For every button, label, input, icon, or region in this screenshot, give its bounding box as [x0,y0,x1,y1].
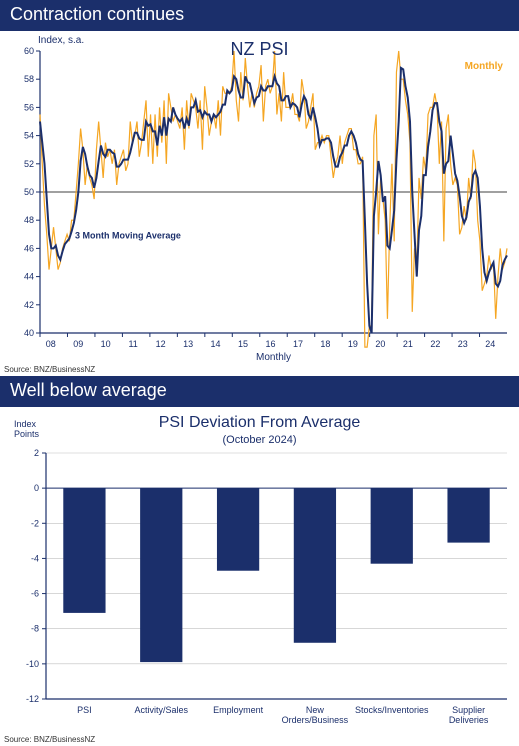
panel1-title: Contraction continues [0,0,519,31]
chart2-container: -12 -10 -8 -6 -4 -2 0 2 PSI Activity/Sales Employm… [0,407,519,733]
svg-text:-6: -6 [31,589,39,599]
line-chart-nz-psi: 40 42 44 46 48 50 52 54 56 58 60 08 09 10 11 12 13 14 15 16… [0,31,519,363]
svg-text:Monthly: Monthly [256,352,291,363]
svg-text:Supplier: Supplier [452,705,485,715]
svg-text:Employment: Employment [213,705,264,715]
svg-text:New: New [306,705,325,715]
svg-text:50: 50 [24,187,34,197]
svg-text:21: 21 [403,339,413,349]
svg-text:23: 23 [458,339,468,349]
svg-text:48: 48 [24,215,34,225]
svg-text:22: 22 [430,339,440,349]
svg-text:20: 20 [375,339,385,349]
svg-text:08: 08 [46,339,56,349]
svg-text:19: 19 [348,339,358,349]
svg-text:58: 58 [24,74,34,84]
svg-text:10: 10 [101,339,111,349]
svg-text:0: 0 [34,483,39,493]
svg-text:42: 42 [24,300,34,310]
svg-text:56: 56 [24,102,34,112]
svg-text:(October 2024): (October 2024) [223,434,297,446]
svg-text:Index: Index [14,419,37,429]
svg-text:-10: -10 [26,659,39,669]
svg-text:09: 09 [73,339,83,349]
svg-text:Index, s.a.: Index, s.a. [38,35,84,46]
svg-text:Orders/Business: Orders/Business [282,715,349,725]
svg-text:-12: -12 [26,694,39,704]
svg-text:Activity/Sales: Activity/Sales [134,705,188,715]
svg-text:17: 17 [293,339,303,349]
svg-text:60: 60 [24,46,34,56]
svg-text:44: 44 [24,272,34,282]
svg-text:Monthly: Monthly [465,61,504,72]
svg-text:46: 46 [24,243,34,253]
svg-text:11: 11 [128,339,137,349]
chart2-source: Source: BNZ/BusinessNZ [0,733,519,746]
svg-text:PSI Deviation From Average: PSI Deviation From Average [159,414,361,431]
svg-text:PSI: PSI [77,705,92,715]
svg-text:13: 13 [183,339,193,349]
svg-text:24: 24 [485,339,495,349]
svg-text:52: 52 [24,159,34,169]
svg-text:Deliveries: Deliveries [449,715,489,725]
panel2-title: Well below average [0,376,519,407]
svg-text:-8: -8 [31,624,39,634]
svg-text:NZ PSI: NZ PSI [230,39,288,59]
svg-text:Stocks/Inventories: Stocks/Inventories [355,705,429,715]
svg-text:40: 40 [24,328,34,338]
svg-text:2: 2 [34,448,39,458]
svg-text:54: 54 [24,131,34,141]
svg-text:3 Month Moving Average: 3 Month Moving Average [75,230,181,240]
svg-text:-4: -4 [31,553,39,563]
chart1-source: Source: BNZ/BusinessNZ [0,363,519,376]
svg-text:Points: Points [14,429,40,439]
svg-text:18: 18 [320,339,330,349]
svg-text:12: 12 [156,339,166,349]
chart1-container: 40 42 44 46 48 50 52 54 56 58 60 08 09 10 11 12 13 14 15 16… [0,31,519,363]
svg-text:15: 15 [238,339,248,349]
svg-text:-2: -2 [31,518,39,528]
bar-chart-psi-deviation: -12 -10 -8 -6 -4 -2 0 2 PSI Activity/Sales Employm… [0,407,519,733]
svg-text:16: 16 [265,339,275,349]
svg-text:14: 14 [211,339,221,349]
